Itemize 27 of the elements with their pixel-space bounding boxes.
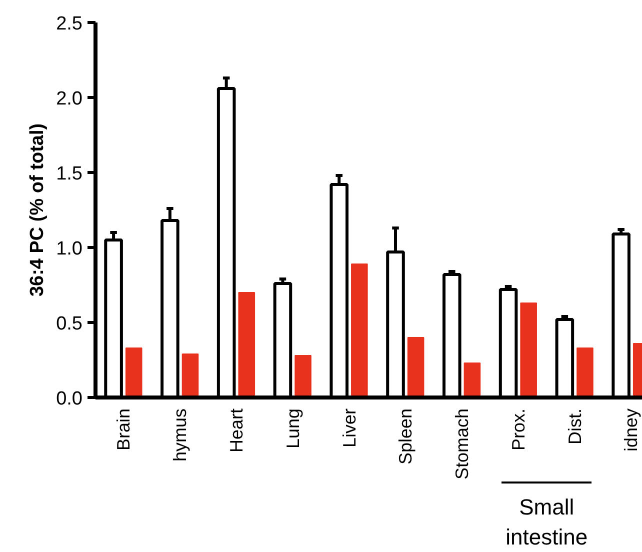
bar bbox=[407, 337, 424, 398]
x-tick-label: Lung bbox=[282, 408, 303, 449]
x-tick-label: Dist. bbox=[564, 408, 585, 444]
x-tick-label: Spleen bbox=[396, 408, 416, 465]
bar bbox=[520, 302, 537, 398]
x-tick-label: Stomach bbox=[452, 408, 472, 480]
y-tick-label: 2.5 bbox=[56, 14, 83, 34]
x-tick-label: Heart bbox=[226, 408, 246, 453]
y-tick-label: 0.5 bbox=[56, 314, 83, 334]
y-tick-label: 1.5 bbox=[56, 164, 83, 184]
bar bbox=[125, 348, 142, 398]
bar bbox=[464, 362, 481, 398]
y-tick-label: 0.0 bbox=[56, 388, 83, 410]
y-tick-label: 1.0 bbox=[56, 238, 83, 260]
bar bbox=[238, 292, 256, 398]
text: Small intestine bbox=[506, 494, 588, 550]
x-tick-label: Liver bbox=[339, 408, 360, 448]
x-tick-label: Brain bbox=[114, 408, 134, 451]
bar bbox=[351, 264, 368, 398]
x-tick-label: idney bbox=[621, 408, 642, 452]
x-tick-label: hymus bbox=[170, 408, 190, 462]
y-tick-label: 2.0 bbox=[56, 88, 83, 110]
bar bbox=[182, 354, 199, 398]
y-axis-title: 36:4 PC (% of total) bbox=[27, 123, 48, 297]
bar bbox=[294, 355, 312, 398]
bar bbox=[576, 348, 594, 398]
x-tick-label: Prox. bbox=[508, 408, 528, 451]
